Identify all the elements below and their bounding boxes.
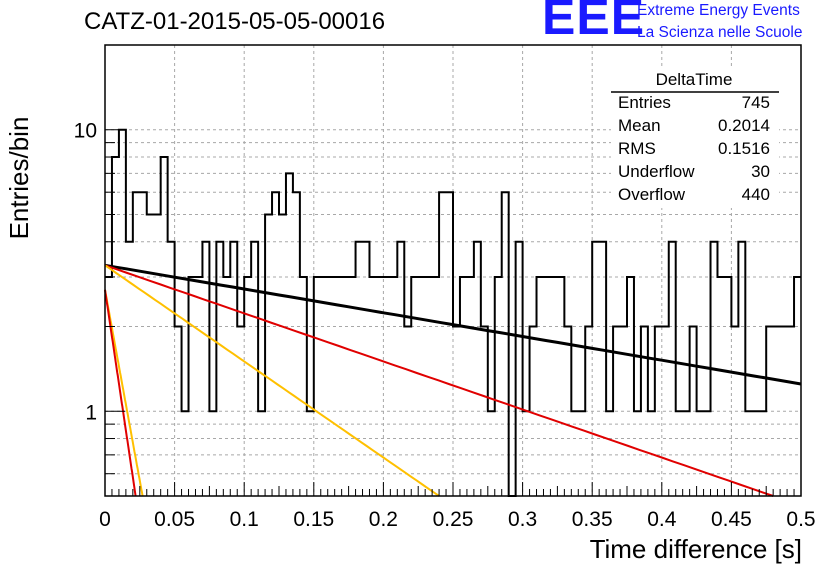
x-tick-label: 0.3 <box>508 508 537 531</box>
fit-curve-1 <box>104 263 802 386</box>
x-tick-label: 0.1 <box>230 508 259 531</box>
logo-line-2: La Scienza nelle Scuole <box>637 24 803 41</box>
stats-row-underflow: Underflow 30 <box>618 162 770 184</box>
stats-row-entries: Entries 745 <box>618 93 770 115</box>
y-tick-labels: 1 10 <box>74 120 97 425</box>
x-tick-label: 0.15 <box>293 508 334 531</box>
x-axis-label: Time difference [s] <box>590 534 802 564</box>
stats-value: 745 <box>741 93 770 112</box>
stats-row-overflow: Overflow 440 <box>618 185 770 207</box>
fit-curve-3 <box>104 264 440 497</box>
axis-ticks <box>104 44 802 497</box>
y-tick-label: 1 <box>85 401 97 424</box>
x-tick-label: 0 <box>99 508 111 531</box>
x-tick-label: 0.4 <box>647 508 677 531</box>
histogram-step-line <box>105 128 801 497</box>
stats-value: 30 <box>751 162 770 181</box>
stats-title: DeltaTime <box>655 70 733 89</box>
stats-row-rms: RMS 0.1516 <box>618 139 770 161</box>
y-axis-label: Entries/bin <box>4 117 34 240</box>
stats-key: RMS <box>618 139 656 158</box>
x-tick-label: 0.35 <box>572 508 613 531</box>
x-tick-label: 0.25 <box>433 508 474 531</box>
fit-curve-2 <box>104 264 774 497</box>
fit-curve-4 <box>104 289 144 497</box>
x-tick-labels: 0 0.05 0.1 0.15 0.2 0.25 0.3 0.35 0.4 0.45 0.5 <box>99 508 815 531</box>
stats-row-mean: Mean 0.2014 <box>618 116 770 138</box>
x-tick-label: 0.05 <box>154 508 195 531</box>
stats-value: 440 <box>741 185 770 204</box>
stats-key: Mean <box>618 116 661 135</box>
stats-value: 0.2014 <box>718 116 770 135</box>
x-tick-label: 0.5 <box>786 508 815 531</box>
eee-logo: EEE <box>542 0 646 45</box>
stats-key: Overflow <box>618 185 686 204</box>
fit-curves <box>104 263 802 497</box>
x-tick-label: 0.45 <box>711 508 752 531</box>
fit-curve-5 <box>104 289 137 497</box>
stats-value: 0.1516 <box>718 139 770 158</box>
stats-key: Underflow <box>618 162 695 181</box>
y-tick-label: 10 <box>74 120 97 143</box>
histogram <box>105 128 801 497</box>
run-title: CATZ-01-2015-05-05-00016 <box>84 8 386 35</box>
logo-line-1: Extreme Energy Events <box>637 2 800 19</box>
x-tick-label: 0.2 <box>369 508 398 531</box>
stats-key: Entries <box>618 93 671 112</box>
